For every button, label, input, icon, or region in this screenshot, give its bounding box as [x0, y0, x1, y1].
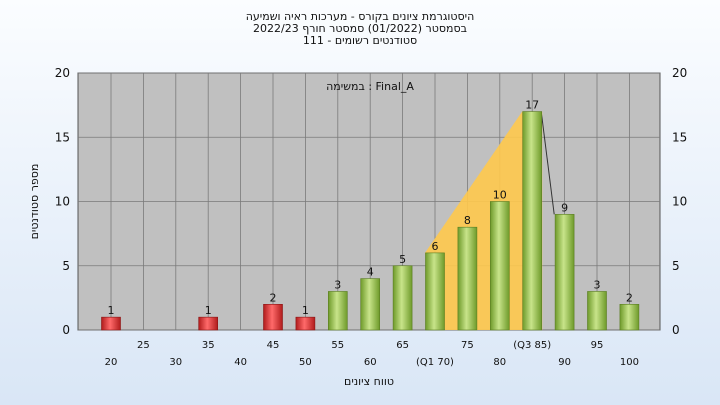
y-tick-label-left: 20	[55, 66, 70, 80]
task-annotation: במשימה : Final_A	[326, 80, 414, 93]
data-label: 10	[493, 189, 507, 202]
bar	[457, 226, 478, 331]
bar	[263, 303, 283, 331]
data-label: 9	[561, 201, 568, 214]
chart-title-line-1: היסטוגרמת ציונים בקורס - מערכות ראיה ושמ…	[245, 10, 475, 23]
chart-title: היסטוגרמת ציונים בקורס - מערכות ראיה ושמ…	[0, 11, 720, 47]
y-tick-label-left: 15	[55, 130, 70, 144]
data-label: 2	[270, 291, 277, 304]
bar	[101, 316, 121, 331]
y-tick-label-right: 15	[672, 130, 687, 144]
x-tick-label: (Q3 85)	[513, 340, 551, 351]
y-tick-label-right: 10	[672, 195, 687, 209]
y-tick-label-right: 20	[672, 66, 687, 80]
x-tick-label: 80	[493, 357, 506, 368]
y-axis-title: מספר סטודנטים	[28, 164, 41, 240]
x-tick-label: 60	[364, 357, 377, 368]
data-label: 5	[399, 253, 406, 266]
quartile-pointer-line	[540, 111, 555, 215]
bar	[587, 291, 607, 331]
x-tick-label: 20	[105, 357, 118, 368]
x-tick-label: 75	[461, 340, 474, 351]
data-label: 17	[525, 99, 539, 112]
x-tick-label: (Q1 70)	[416, 357, 454, 368]
y-tick-label-left: 10	[55, 195, 70, 209]
bar	[522, 111, 543, 331]
bar	[327, 291, 348, 331]
x-tick-label: 45	[267, 340, 280, 351]
bar	[198, 316, 218, 331]
data-label: 2	[626, 291, 633, 304]
x-tick-label: 65	[396, 340, 409, 351]
y-tick-label-right: 5	[672, 259, 680, 273]
x-tick-label: 55	[331, 340, 344, 351]
bar	[360, 278, 381, 331]
y-tick-label-left: 5	[62, 259, 70, 273]
bar	[554, 214, 575, 331]
x-tick-label: 100	[620, 357, 639, 368]
bar	[619, 303, 640, 331]
y-tick-label-right: 0	[672, 323, 680, 337]
x-tick-label: 50	[299, 357, 312, 368]
bars: 1 1 2 1 3 4 5 6 8 10 17 9 3 2	[101, 99, 640, 331]
chart-title-line-3: סטודנטים רשומים - 111	[302, 34, 418, 47]
x-axis-title: טווח ציונים	[344, 375, 394, 388]
chart-title-line-2: בסמסטר (01/2022) סמסטר חורף 2022/23	[253, 22, 467, 35]
x-tick-label: 30	[169, 357, 182, 368]
data-label: 4	[367, 266, 374, 279]
data-label: 6	[432, 240, 439, 253]
bar	[295, 316, 316, 331]
x-tick-label: 95	[591, 340, 604, 351]
data-label: 1	[302, 304, 309, 317]
data-label: 3	[594, 278, 601, 291]
bar	[489, 201, 510, 331]
bar	[425, 252, 445, 331]
data-label: 1	[205, 304, 212, 317]
bar	[392, 265, 413, 331]
data-label: 1	[108, 304, 115, 317]
x-tick-label: 40	[234, 357, 247, 368]
data-label: 3	[334, 278, 341, 291]
x-tick-label: 90	[558, 357, 571, 368]
x-tick-label: 25	[137, 340, 150, 351]
x-tick-label: 35	[202, 340, 215, 351]
interquartile-band	[425, 111, 543, 330]
y-tick-label-left: 0	[62, 323, 70, 337]
data-label: 8	[464, 214, 471, 227]
